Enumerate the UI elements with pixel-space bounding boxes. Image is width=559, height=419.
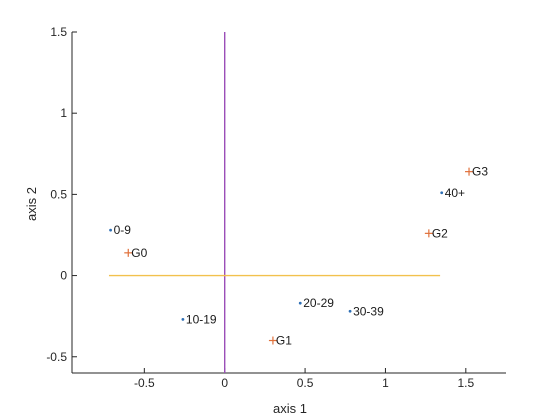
- point-label: 20-29: [303, 296, 334, 310]
- x-tick-label: -0.5: [134, 376, 155, 390]
- plus-marker: [465, 167, 474, 176]
- plus-marker: [124, 248, 133, 257]
- point-label: G2: [432, 226, 448, 240]
- x-tick-label: 0: [221, 376, 228, 390]
- y-tick-label: 1.5: [50, 25, 67, 39]
- dot-marker: [181, 318, 185, 321]
- y-axis-label: axis 2: [24, 187, 39, 221]
- point-label: G1: [276, 334, 292, 348]
- dot-marker: [440, 191, 444, 195]
- point-label: 40+: [445, 186, 465, 200]
- y-tick-label: -0.5: [46, 350, 67, 364]
- y-tick-label: 0.5: [50, 187, 67, 201]
- dot-marker: [109, 228, 112, 232]
- x-tick-label: 0.5: [297, 376, 314, 390]
- dot-marker: [348, 309, 352, 313]
- data-points: 0-9 10-19 20-29 30-39 40+ G0 G1 G2 G3: [109, 165, 488, 348]
- point-label: 0-9: [114, 223, 132, 237]
- plus-marker: [424, 229, 433, 238]
- point-label: 10-19: [186, 312, 217, 326]
- y-tick-label: 0: [60, 269, 67, 283]
- dot-marker: [298, 301, 302, 305]
- x-tick-label: 1: [382, 376, 389, 390]
- plus-marker: [268, 336, 277, 345]
- point-label: G0: [131, 246, 147, 260]
- point-label: 30-39: [353, 304, 384, 318]
- x-axis-label: axis 1: [273, 401, 307, 416]
- x-tick-label: 1.5: [457, 376, 474, 390]
- y-tick-label: 1: [60, 106, 67, 120]
- point-label: G3: [472, 165, 488, 179]
- axes: -0.5 0 0.5 1 1.5 -0.5 0 0.5 1 1.5: [46, 25, 506, 390]
- reference-lines: [108, 32, 441, 373]
